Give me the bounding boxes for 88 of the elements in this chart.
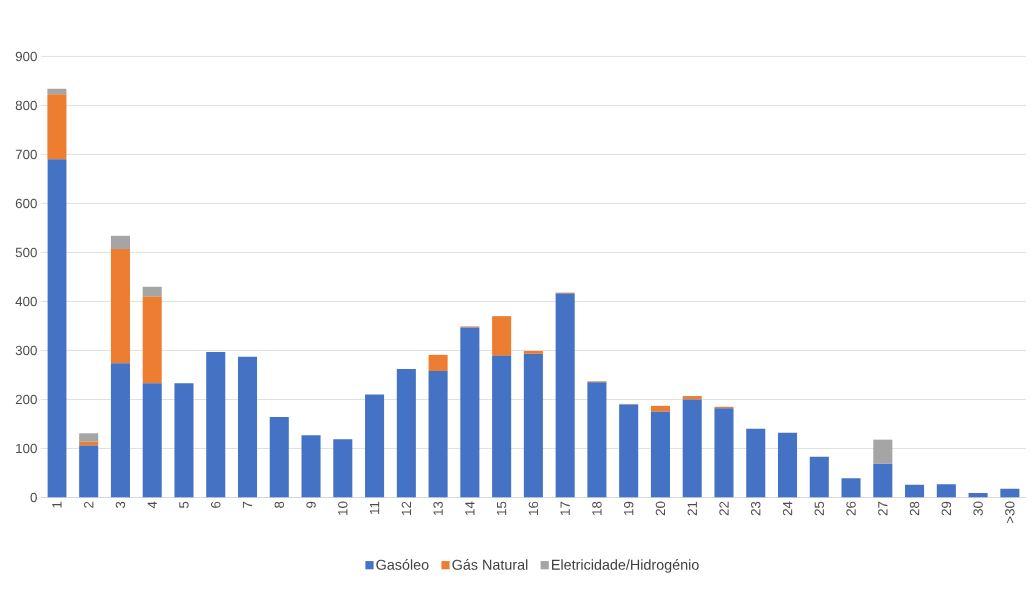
- y-tick-label: 500: [15, 247, 37, 258]
- y-tick-label: 600: [15, 198, 37, 209]
- x-tick-label: >30: [1005, 501, 1015, 524]
- x-tick-label: 7: [242, 501, 253, 508]
- bar: [237, 356, 258, 498]
- bar: [174, 383, 194, 498]
- x-tick-label: 30: [973, 501, 983, 516]
- x-tick-label: 17: [560, 501, 570, 515]
- y-tick-label: 0: [30, 492, 37, 503]
- bar: [523, 350, 543, 354]
- x-tick-label: 6: [211, 501, 221, 508]
- bar: [492, 355, 512, 498]
- x-tick-label: 2: [84, 501, 94, 508]
- bar: [968, 493, 988, 498]
- bar: [873, 463, 893, 498]
- x-tick-label: 22: [719, 501, 729, 516]
- y-tick-label: 400: [15, 296, 37, 307]
- x-tick-label: 1: [52, 501, 62, 508]
- bar: [142, 296, 162, 384]
- x-tick-label: 29: [941, 501, 952, 516]
- bar: [555, 293, 575, 498]
- x-tick-label: 3: [115, 501, 126, 508]
- legend-label: Eletricidade/Hidrogénio: [552, 559, 699, 573]
- bar: [492, 316, 512, 356]
- bar: [333, 439, 353, 498]
- bar: [269, 417, 289, 498]
- x-tick-label: 10: [338, 501, 348, 515]
- bar: [110, 235, 130, 249]
- x-tick-label: 15: [496, 501, 507, 515]
- bar: [396, 369, 416, 498]
- x-tick-label: 26: [846, 501, 856, 516]
- bar: [428, 354, 448, 372]
- x-tick-label: 8: [274, 501, 284, 508]
- legend-label: Gás Natural: [452, 559, 528, 570]
- bar: [110, 249, 130, 364]
- x-tick-label: 28: [909, 501, 920, 516]
- x-tick-label: 16: [528, 501, 539, 515]
- y-tick-label: 800: [15, 100, 37, 111]
- x-tick-label: 27: [878, 501, 888, 516]
- x-tick-label: 21: [687, 501, 697, 516]
- x-tick-label: 5: [179, 501, 189, 508]
- bar: [650, 405, 670, 412]
- x-tick-label: 24: [782, 501, 793, 516]
- bar: [650, 411, 670, 498]
- bar: [682, 399, 702, 498]
- bar: [746, 428, 766, 498]
- x-tick-label: 18: [592, 501, 602, 515]
- bar: [142, 286, 162, 297]
- bar: [619, 404, 639, 498]
- bar: [460, 327, 480, 498]
- bar: [79, 445, 99, 498]
- y-tick-label: 200: [15, 394, 37, 405]
- bar: [142, 383, 162, 498]
- y-tick-label: 100: [16, 443, 37, 454]
- bar: [777, 432, 798, 498]
- x-tick-label: 19: [623, 501, 634, 515]
- x-tick-label: 20: [655, 501, 666, 516]
- y-tick-label: 300: [15, 345, 37, 356]
- bar: [841, 478, 861, 498]
- bar: [428, 371, 448, 498]
- bar: [873, 439, 893, 464]
- bar: [47, 88, 67, 95]
- bar: [936, 484, 956, 498]
- bar: [47, 159, 67, 498]
- bar: [206, 351, 226, 498]
- y-tick-label: 700: [15, 149, 37, 160]
- legend-label: Gasóleo: [376, 559, 429, 570]
- bar: [301, 435, 321, 498]
- bar: [809, 456, 829, 498]
- x-tick-label: 13: [433, 501, 443, 515]
- bar: [1000, 488, 1020, 498]
- x-tick-label: 9: [306, 501, 316, 508]
- bar: [365, 394, 385, 498]
- bar: [587, 382, 607, 498]
- x-tick-label: 4: [147, 501, 157, 509]
- bar: [905, 484, 925, 498]
- bar: [110, 363, 130, 498]
- x-tick-label: 23: [751, 501, 761, 516]
- bar: [714, 408, 734, 498]
- y-tick-label: 900: [15, 51, 37, 62]
- x-tick-label: 14: [465, 501, 475, 515]
- bar: [47, 94, 67, 160]
- x-tick-label: 12: [401, 501, 411, 515]
- bar: [79, 441, 99, 446]
- bar: [523, 353, 543, 498]
- x-tick-label: 25: [814, 501, 824, 516]
- x-tick-label: 11: [369, 501, 380, 514]
- bar: [79, 433, 99, 442]
